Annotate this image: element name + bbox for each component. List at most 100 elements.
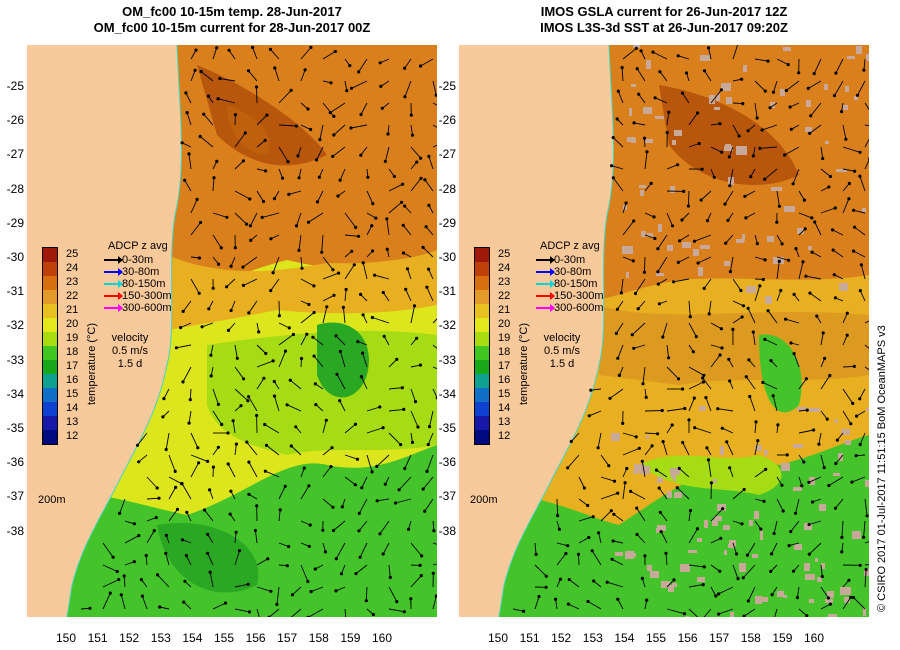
current-vector-head [88, 606, 92, 610]
current-vector-head [847, 578, 851, 582]
current-vector-head [739, 288, 743, 293]
current-vector [732, 564, 739, 579]
cloud-pixel [724, 146, 733, 151]
cloud-pixel [716, 94, 720, 101]
latitude-label: -37 [6, 489, 24, 504]
current-vector [786, 80, 800, 91]
current-vector-head [855, 93, 860, 97]
current-vector-head [300, 266, 304, 270]
current-vector-head [831, 248, 835, 252]
current-vector [360, 102, 368, 115]
current-vector-head [380, 106, 384, 110]
longitude-label: 150 [55, 631, 77, 645]
current-vector [534, 542, 537, 555]
current-vector-head [321, 528, 325, 532]
longitude-label: 156 [245, 631, 266, 645]
current-vector-head [329, 465, 333, 469]
cloud-pixel [615, 552, 623, 556]
current-vector-head [208, 488, 212, 492]
current-vector-head [410, 133, 415, 137]
latitude-label: -36 [438, 455, 456, 470]
current-vector [322, 420, 327, 434]
current-vector-head [787, 258, 791, 262]
cloud-pixel [824, 84, 828, 90]
legend-item-label: 150-300m [554, 290, 604, 302]
current-arrows [512, 45, 869, 617]
legend-item-label: 80-150m [122, 278, 166, 290]
current-vector [708, 300, 712, 314]
current-vector [644, 410, 663, 412]
current-vector [386, 218, 390, 236]
current-vector [820, 410, 828, 420]
current-vector-head [119, 593, 123, 597]
current-vector-head [777, 259, 781, 263]
current-vector [644, 183, 652, 192]
current-vector-head [537, 594, 541, 599]
current-vector [278, 486, 286, 500]
current-vector-head [786, 63, 790, 67]
current-vector-head [423, 178, 427, 182]
current-vector [232, 420, 236, 434]
current-vector [256, 114, 268, 126]
latitude-label: -31 [438, 284, 456, 299]
current-vector-head [220, 422, 224, 427]
current-vector [228, 322, 236, 331]
current-vector-head [652, 215, 656, 219]
current-vector-head [641, 382, 645, 386]
current-vector-head [676, 260, 680, 264]
current-vector-head [636, 307, 640, 311]
current-vector-head [682, 612, 686, 616]
current-vector-head [306, 107, 310, 111]
cloud-pixel [828, 614, 837, 617]
current-vector [597, 432, 602, 448]
current-vector-head [245, 440, 249, 444]
current-vector [796, 586, 800, 598]
cloud-pixel [784, 206, 795, 212]
current-vector-head [805, 408, 809, 412]
current-vector [724, 190, 734, 205]
current-vector [700, 190, 712, 201]
current-vector-head [245, 222, 249, 226]
current-vector [124, 561, 135, 566]
current-vector-head [212, 176, 216, 180]
current-vector [362, 352, 368, 368]
current-vector [688, 322, 697, 337]
cloud-pixel [657, 525, 666, 531]
current-vector [805, 275, 822, 280]
colorbar-tick-label: 18 [498, 346, 511, 358]
current-vector-head [361, 351, 365, 355]
latitude-label: -32 [438, 318, 456, 333]
current-vector [432, 124, 437, 128]
current-vector-head [657, 486, 661, 490]
current-vector-head [260, 215, 264, 219]
cloud-pixel [852, 531, 861, 539]
current-vector [666, 366, 679, 380]
current-vector [190, 49, 197, 60]
current-vector-head [349, 86, 354, 90]
current-vector [300, 485, 310, 500]
eddy-core-north [227, 105, 270, 155]
legend-arrow-icon [104, 268, 123, 277]
current-vector [864, 138, 869, 148]
current-vector-head [264, 169, 268, 173]
current-vector [310, 586, 324, 593]
current-vector-head [381, 552, 385, 556]
current-vector [809, 124, 822, 134]
current-vector [776, 290, 782, 302]
current-vector-head [744, 216, 748, 220]
current-vector-head [720, 426, 724, 430]
cloud-pixel [726, 97, 732, 104]
current-vector-head [403, 95, 407, 99]
current-vector [762, 381, 778, 390]
current-vector [688, 584, 704, 588]
cloud-pixel [682, 242, 691, 248]
current-vector [388, 201, 402, 214]
current-vector-head [621, 421, 625, 425]
current-vector [859, 176, 866, 192]
current-vector [754, 421, 757, 434]
current-vector-head [375, 464, 379, 468]
current-vector [793, 353, 800, 368]
current-vector [694, 427, 712, 434]
current-vector-head [761, 277, 765, 282]
current-vector [832, 249, 844, 258]
